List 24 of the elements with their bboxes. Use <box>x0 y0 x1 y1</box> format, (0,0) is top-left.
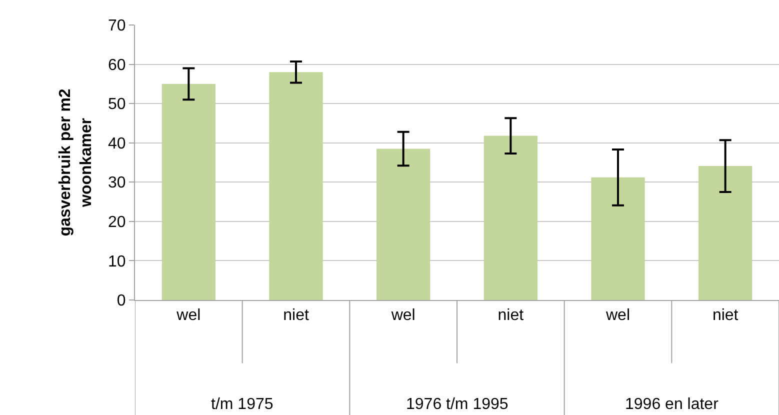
text: t/m 1975 <box>211 396 274 413</box>
y-tick-label: 20 <box>108 214 126 232</box>
text: 1976 t/m 1995 <box>406 396 508 413</box>
y-tick-label: 40 <box>108 135 126 152</box>
x-tick-label: niet <box>498 307 524 324</box>
y-tick-label: 60 <box>108 56 126 74</box>
bar <box>162 84 216 300</box>
y-tick-label: 0 <box>116 292 126 310</box>
bar <box>484 136 538 300</box>
bar <box>591 177 645 300</box>
x-tick-label: wel <box>604 307 630 324</box>
y-tick-label: 50 <box>108 96 126 114</box>
bar <box>269 72 323 300</box>
x-tick-label: niet <box>283 307 310 324</box>
x-tick-label: niet <box>712 307 739 324</box>
x-tick-label: wel <box>176 307 201 324</box>
y-axis-title: gasverbruik per m2 woonkamer <box>57 88 95 236</box>
bar <box>698 166 752 300</box>
y-tick-label: 70 <box>108 18 126 35</box>
bar <box>376 148 430 300</box>
y-tick-label: 30 <box>108 174 126 192</box>
y-tick-label: 10 <box>108 253 126 270</box>
x-tick-label: wel <box>390 307 416 324</box>
text: 1996 en later <box>625 396 720 413</box>
